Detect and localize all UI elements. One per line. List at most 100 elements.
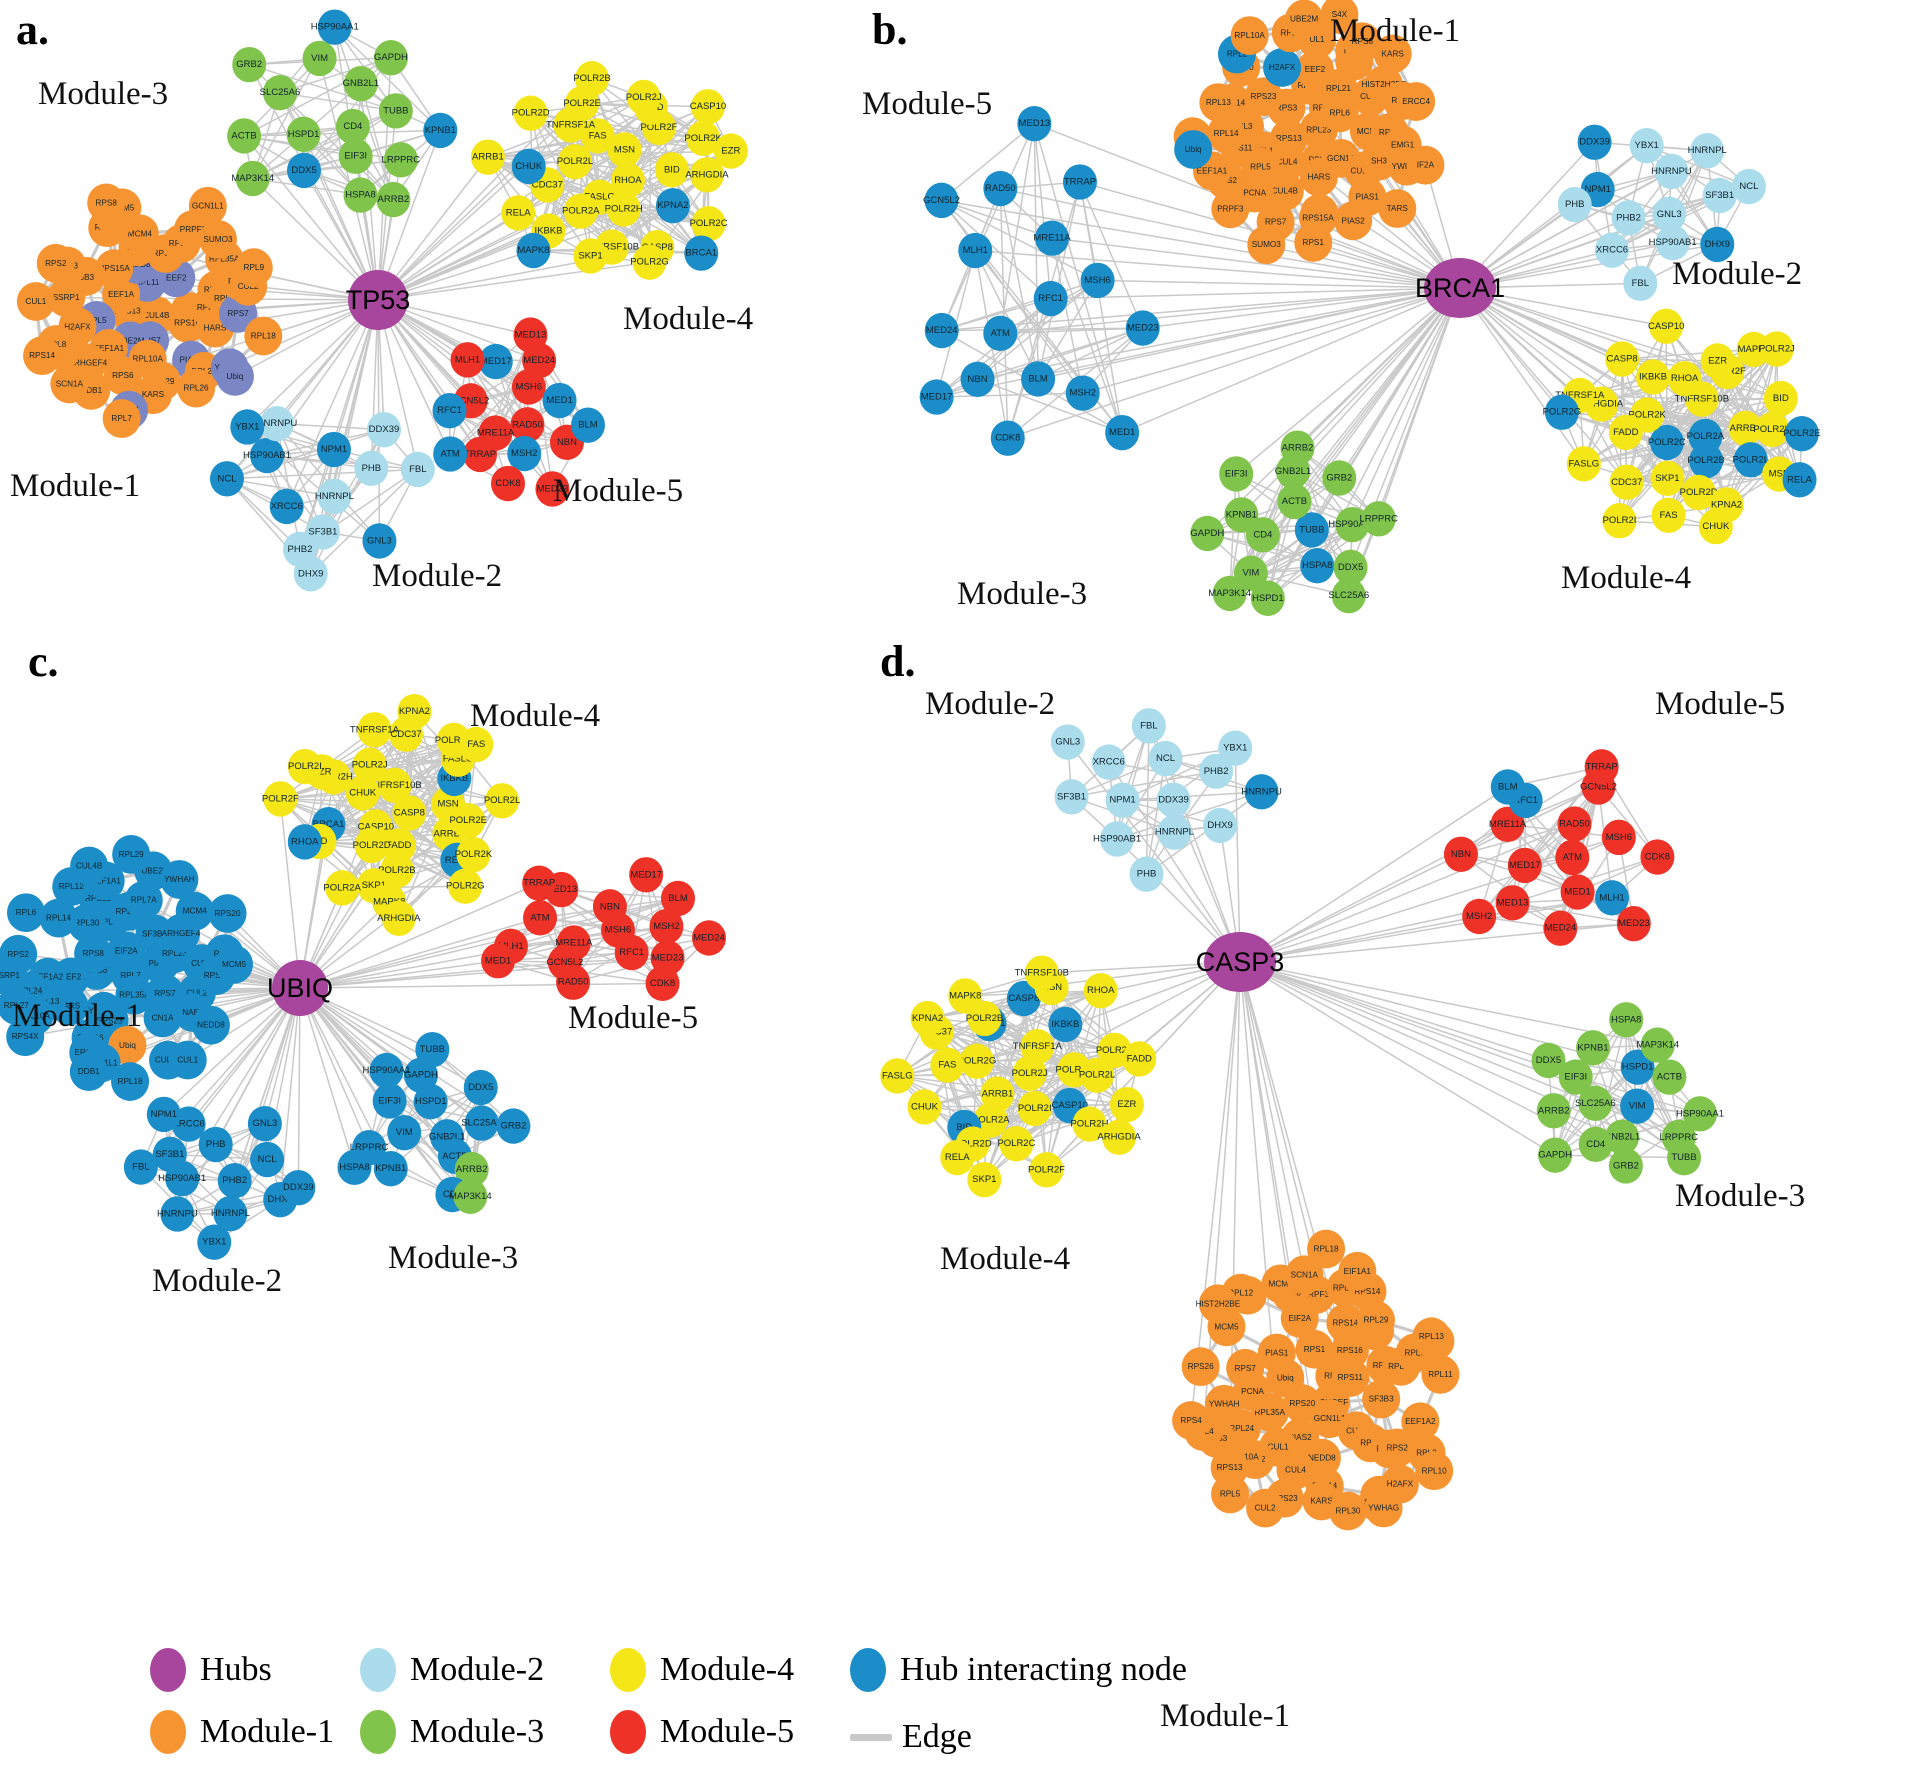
svg-text:TUBB: TUBB	[1671, 1152, 1696, 1163]
svg-text:MED24: MED24	[693, 932, 725, 943]
svg-text:FAS: FAS	[467, 739, 485, 750]
svg-text:BLM: BLM	[1028, 373, 1048, 384]
svg-text:CHUK: CHUK	[1702, 521, 1730, 532]
svg-text:CD4: CD4	[1586, 1139, 1605, 1150]
svg-text:GCN5L2: GCN5L2	[923, 195, 960, 206]
svg-text:RPS20: RPS20	[1289, 1399, 1315, 1408]
svg-text:POLR2G: POLR2G	[446, 881, 485, 892]
svg-text:Ubiq: Ubiq	[1277, 1373, 1294, 1382]
svg-text:RPL27: RPL27	[1333, 1283, 1358, 1292]
svg-text:MRE11A: MRE11A	[477, 428, 515, 439]
svg-text:DDX39: DDX39	[283, 1182, 314, 1193]
svg-text:BLM: BLM	[1498, 781, 1518, 792]
svg-text:POLR2L: POLR2L	[557, 156, 593, 167]
svg-text:MED17: MED17	[630, 869, 662, 880]
svg-text:RPL30: RPL30	[1335, 1506, 1360, 1515]
svg-text:PRPF3: PRPF3	[1303, 1290, 1330, 1299]
legend-swatch-module-4	[610, 1648, 646, 1692]
svg-text:TRRAP: TRRAP	[1064, 176, 1096, 187]
panel-letter-d: d.	[880, 637, 916, 686]
svg-text:FBL: FBL	[1140, 720, 1157, 731]
svg-text:NBN: NBN	[557, 437, 577, 448]
svg-text:HNRNPL: HNRNPL	[1155, 827, 1194, 838]
svg-text:NEDD8: NEDD8	[1308, 1454, 1336, 1463]
svg-text:POLR2B: POLR2B	[1687, 455, 1725, 466]
svg-text:NBN: NBN	[600, 901, 620, 912]
svg-text:HSP90AB1: HSP90AB1	[1093, 833, 1141, 844]
legend-swatch-module-1	[150, 1710, 186, 1754]
svg-text:YBX1: YBX1	[235, 421, 259, 432]
module-label-d-4: Module-4	[940, 1241, 1071, 1277]
svg-text:ARRB2: ARRB2	[456, 1164, 488, 1175]
svg-text:CASP10: CASP10	[1648, 321, 1684, 332]
svg-text:MRE11A: MRE11A	[555, 937, 593, 948]
legend-label-hubs: Hubs	[200, 1651, 272, 1688]
module-label-c-2: Module-2	[152, 1263, 283, 1299]
svg-text:SLC25A6: SLC25A6	[1328, 590, 1369, 601]
svg-text:CUL2: CUL2	[186, 989, 207, 998]
svg-text:ACTB: ACTB	[1282, 496, 1307, 507]
svg-text:CDK8: CDK8	[1645, 852, 1670, 863]
svg-text:CASP10: CASP10	[690, 101, 726, 112]
svg-text:RPL5: RPL5	[1250, 162, 1271, 171]
legend-swatch-hubs	[150, 1648, 186, 1692]
svg-text:NPM1: NPM1	[151, 1109, 177, 1120]
legend-label-module-5: Module-5	[660, 1713, 795, 1750]
svg-text:DHX9: DHX9	[268, 1194, 293, 1205]
svg-text:FASLG: FASLG	[443, 754, 474, 765]
svg-text:MCM5: MCM5	[1357, 127, 1382, 136]
svg-text:MRE11A: MRE11A	[1033, 233, 1071, 244]
svg-text:MED17: MED17	[1509, 860, 1541, 871]
svg-text:MAP3K14: MAP3K14	[449, 1191, 492, 1202]
svg-text:LRPPRC: LRPPRC	[1660, 1132, 1699, 1143]
svg-text:MCM5: MCM5	[1214, 1322, 1239, 1331]
svg-text:RPL30: RPL30	[74, 919, 99, 928]
svg-text:MED23: MED23	[537, 483, 569, 494]
svg-text:POLR2A: POLR2A	[1687, 431, 1725, 442]
module-label-b-4: Module-4	[1561, 560, 1692, 596]
svg-text:EIF2A: EIF2A	[1288, 1314, 1311, 1323]
svg-text:VIM: VIM	[1242, 568, 1259, 579]
svg-text:PRPF3: PRPF3	[180, 225, 207, 234]
svg-text:POLR2G: POLR2G	[958, 1056, 997, 1067]
svg-text:GCN5L2: GCN5L2	[546, 957, 583, 968]
svg-text:DHX9: DHX9	[1207, 820, 1232, 831]
svg-text:RPS3: RPS3	[1276, 103, 1298, 112]
svg-text:SUMO3: SUMO3	[203, 235, 233, 244]
svg-text:NCL: NCL	[1739, 181, 1758, 192]
svg-text:MSH6: MSH6	[1606, 832, 1632, 843]
svg-text:RPS14: RPS14	[29, 351, 55, 360]
svg-text:EEF1A2: EEF1A2	[33, 973, 64, 982]
svg-text:EEF2: EEF2	[1305, 65, 1326, 74]
svg-text:SF3B1: SF3B1	[308, 526, 337, 537]
svg-text:RPL13: RPL13	[1419, 1332, 1444, 1341]
svg-text:MAP3K14: MAP3K14	[1636, 1040, 1679, 1051]
module-label-d-5: Module-5	[1655, 686, 1786, 722]
svg-text:RPL6: RPL6	[16, 908, 37, 917]
svg-text:DDX5: DDX5	[468, 1082, 493, 1093]
svg-text:POLR2I: POLR2I	[1018, 1103, 1052, 1114]
svg-text:HNRNPL: HNRNPL	[211, 1208, 250, 1219]
panel-letter-b: b.	[872, 5, 908, 54]
svg-text:FASLG: FASLG	[882, 1070, 913, 1081]
svg-text:DDX5: DDX5	[1338, 562, 1363, 573]
svg-text:TRRAP: TRRAP	[523, 878, 555, 889]
svg-text:YWHAH: YWHAH	[164, 875, 195, 884]
svg-text:CDK8: CDK8	[650, 978, 675, 989]
svg-text:RPL12: RPL12	[1228, 1289, 1253, 1298]
svg-text:LRPPRC: LRPPRC	[382, 154, 421, 165]
svg-text:KPNB1: KPNB1	[375, 1163, 406, 1174]
svg-text:SKP1: SKP1	[1655, 473, 1679, 484]
svg-text:CASP10: CASP10	[358, 821, 394, 832]
svg-text:KARS: KARS	[1382, 49, 1405, 58]
svg-text:NBN: NBN	[1451, 849, 1471, 860]
svg-text:ARRB2: ARRB2	[1538, 1105, 1570, 1116]
svg-text:FADD: FADD	[386, 840, 411, 851]
svg-text:RPL24: RPL24	[17, 986, 42, 995]
svg-text:RPL29: RPL29	[119, 850, 144, 859]
svg-text:TNFRSF1A: TNFRSF1A	[350, 724, 400, 735]
svg-text:SKP1: SKP1	[362, 880, 386, 891]
svg-text:PCNA: PCNA	[1243, 189, 1266, 198]
svg-text:POLR2B: POLR2B	[966, 1013, 1004, 1024]
